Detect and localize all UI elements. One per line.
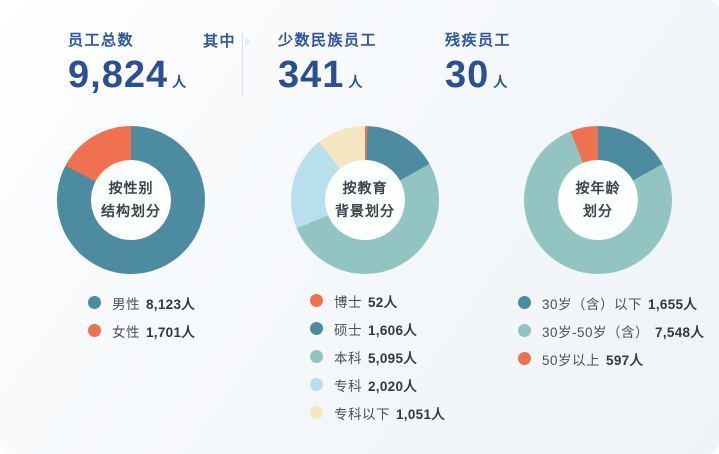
legend-value: 7,548人 <box>655 324 705 340</box>
legend-value: 1,051人 <box>396 406 446 422</box>
stat-total-unit: 人 <box>172 74 187 90</box>
legend-item: 硕士 1,606人 <box>310 322 445 338</box>
donut-center-line: 按年龄 <box>575 180 621 196</box>
legend-value: 8,123人 <box>146 296 196 312</box>
header-divider <box>242 33 243 97</box>
donut-center: 按性别 结构划分 <box>91 160 171 240</box>
stat-total-value: 9,824 <box>68 54 169 96</box>
stat-disabled-value: 30 <box>445 54 490 96</box>
divider-arrow-icon <box>245 37 251 47</box>
legend-dot-icon <box>518 324 531 337</box>
legend-item: 男性 8,123人 <box>88 296 195 312</box>
donut-center-line: 结构划分 <box>101 203 161 219</box>
legend-item: 30岁-50岁（含） 7,548人 <box>518 324 704 340</box>
legend-item: 30岁（含）以下 1,655人 <box>518 296 704 312</box>
legend-item: 专科 2,020人 <box>310 378 445 394</box>
legend-item: 50岁以上 597人 <box>518 352 704 368</box>
legend-item: 女性 1,701人 <box>88 324 195 340</box>
legend-value: 52人 <box>368 294 398 310</box>
legend-value: 1,701人 <box>146 324 196 340</box>
donut-center-line: 按性别 <box>108 180 154 196</box>
donut-center-line: 背景划分 <box>335 203 395 219</box>
legend-label: 50岁以上 <box>542 352 601 368</box>
donut-center: 按教育 背景划分 <box>325 160 405 240</box>
legend-dot-icon <box>310 378 323 391</box>
stat-total-employees: 员工总数 9,824 人 <box>68 29 186 94</box>
stat-minority-label: 少数民族员工 <box>278 32 378 49</box>
legend-label: 博士 <box>334 294 362 310</box>
legend: 30岁（含）以下 1,655人 30岁-50岁（含） 7,548人 50岁以上 597人 <box>518 296 704 380</box>
donut-center-line: 划分 <box>583 203 613 219</box>
legend-item: 本科 5,095人 <box>310 350 445 366</box>
legend-label: 本科 <box>334 350 362 366</box>
legend-value: 597人 <box>606 352 644 368</box>
legend-dot-icon <box>88 296 101 309</box>
legend-label: 男性 <box>112 296 140 312</box>
stat-total-label: 员工总数 <box>68 32 135 49</box>
legend-label: 30岁-50岁（含） <box>542 324 650 340</box>
donut-chart: 按性别 结构划分 <box>57 126 205 274</box>
donut-chart: 按教育 背景划分 <box>291 126 439 274</box>
among-which-label: 其中 <box>203 33 237 50</box>
legend-value: 5,095人 <box>368 350 418 366</box>
legend-dot-icon <box>518 296 531 309</box>
legend-dot-icon <box>88 324 101 337</box>
legend-item: 专科以下 1,051人 <box>310 406 445 422</box>
legend-dot-icon <box>310 322 323 335</box>
stat-minority-unit: 人 <box>348 74 363 90</box>
legend-dot-icon <box>310 406 323 419</box>
stat-minority-employees: 少数民族员工 341 人 <box>278 29 377 94</box>
legend-label: 30岁（含）以下 <box>542 296 643 312</box>
legend-dot-icon <box>518 352 531 365</box>
stat-disabled-unit: 人 <box>493 74 508 90</box>
legend-label: 专科以下 <box>334 406 390 422</box>
legend-item: 博士 52人 <box>310 294 445 310</box>
legend-value: 1,606人 <box>368 322 418 338</box>
donut-chart: 按年龄 划分 <box>524 126 672 274</box>
stat-disabled-employees: 残疾员工 30 人 <box>445 29 511 94</box>
legend: 博士 52人 硕士 1,606人 本科 5,095人 专科 2,020人专科以下 1,051人 <box>310 294 445 434</box>
legend-value: 2,020人 <box>368 378 418 394</box>
legend: 男性 8,123人 女性 1,701人 <box>88 296 195 352</box>
legend-label: 硕士 <box>334 322 362 338</box>
donut-center-line: 按教育 <box>342 180 388 196</box>
stat-disabled-label: 残疾员工 <box>445 32 512 49</box>
stat-minority-value: 341 <box>278 54 345 96</box>
legend-dot-icon <box>310 350 323 363</box>
legend-label: 女性 <box>112 324 140 340</box>
legend-value: 1,655人 <box>648 296 698 312</box>
legend-label: 专科 <box>334 378 362 394</box>
legend-dot-icon <box>310 294 323 307</box>
donut-center: 按年龄 划分 <box>558 160 638 240</box>
